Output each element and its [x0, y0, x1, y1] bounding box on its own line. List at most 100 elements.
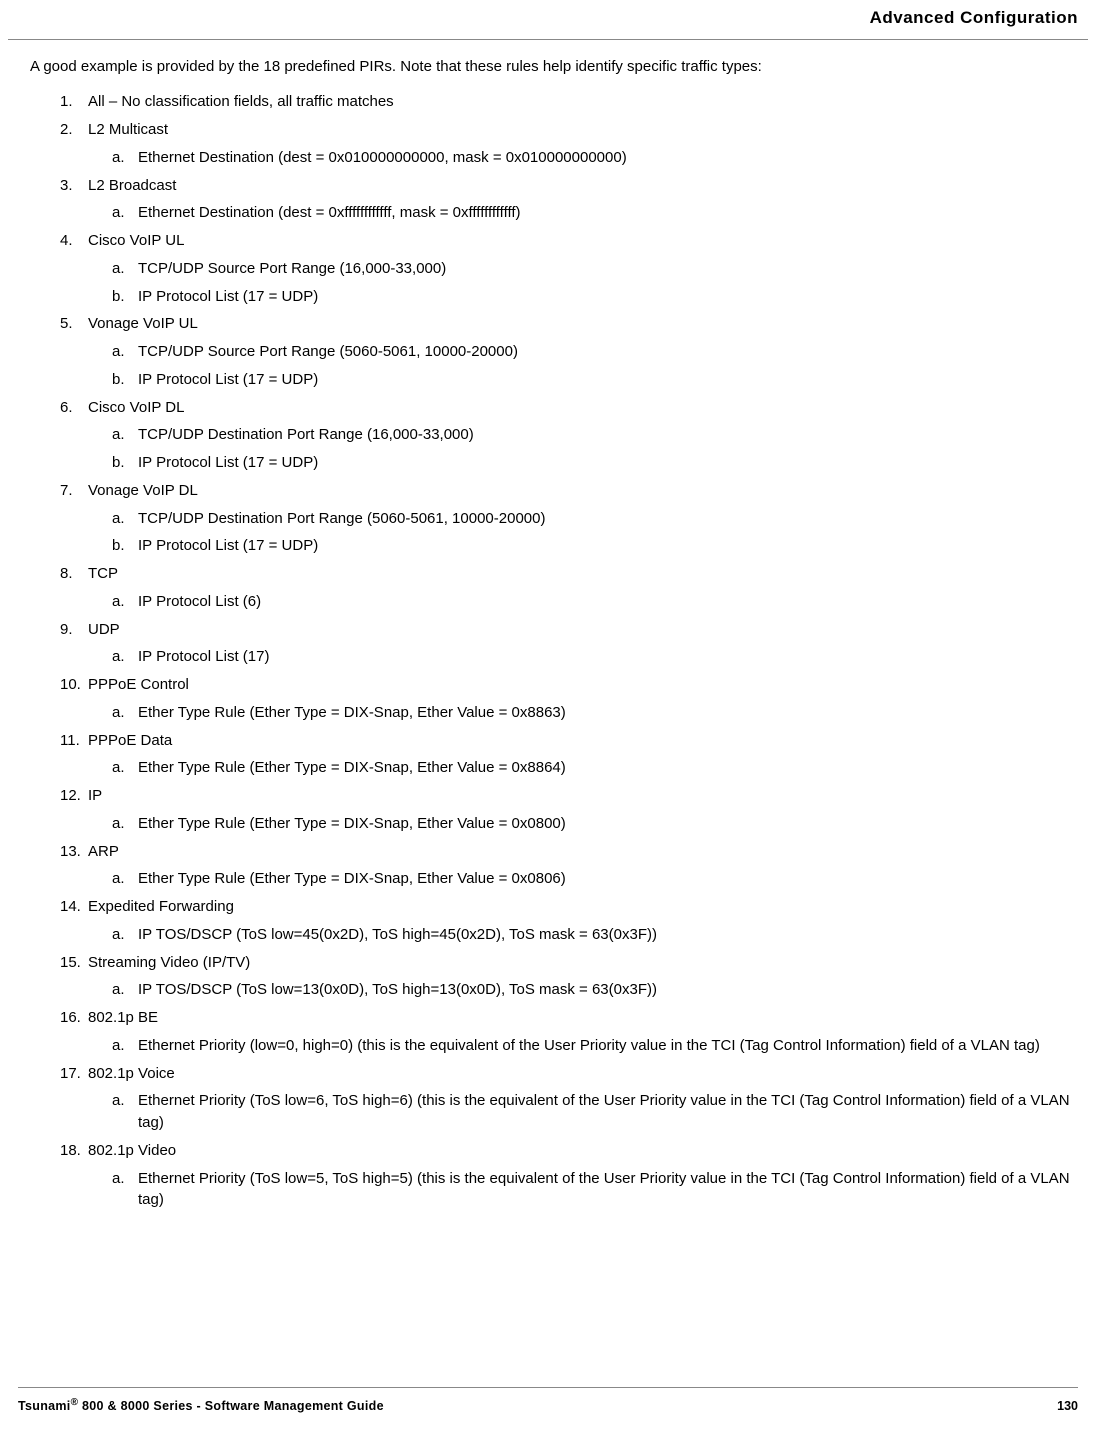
pir-item: 9. UDP a.IP Protocol List (17) [60, 619, 1078, 669]
pir-subitem-text: Ethernet Destination (dest = 0xfffffffff… [138, 204, 521, 221]
pir-subitem-text: Ethernet Priority (low=0, high=0) (this … [138, 1037, 1040, 1054]
pir-sublist: a.Ethernet Priority (ToS low=6, ToS high… [88, 1090, 1078, 1134]
pir-subitem-text: TCP/UDP Source Port Range (5060-5061, 10… [138, 343, 518, 360]
pir-sublist: a.IP Protocol List (6) [88, 591, 1078, 613]
pir-subitem: a.Ethernet Priority (ToS low=6, ToS high… [112, 1090, 1078, 1134]
pir-subitem: a. Ether Type Rule (Ether Type = DIX-Sna… [112, 868, 1078, 890]
pir-sublist: a.Ethernet Priority (low=0, high=0) (thi… [88, 1035, 1078, 1057]
pir-subitem: a. Ether Type Rule (Ether Type = DIX-Snap… [112, 702, 1078, 724]
page-footer: Tsunami® 800 & 8000 Series - Software Ma… [18, 1387, 1078, 1415]
sublist-alpha: a. [112, 924, 125, 946]
pir-item: 15.Streaming Video (IP/TV)a.IP TOS/DSCP … [60, 952, 1078, 1002]
pir-subitem-text: Ether Type Rule (Ether Type = DIX-Snap, … [138, 759, 566, 776]
sublist-alpha: a. [112, 702, 125, 724]
sublist-alpha: a. [112, 341, 125, 363]
footer-product-title: Tsunami® 800 & 8000 Series - Software Ma… [18, 1396, 384, 1415]
sublist-alpha: b. [112, 286, 125, 308]
pir-item-label: Vonage VoIP DL [88, 482, 198, 499]
pir-item: 6. Cisco VoIP DL a. TCP/UDP Destination Por… [60, 397, 1078, 474]
pir-sublist: a. Ethernet Priority (ToS low=5, ToS high… [88, 1168, 1078, 1212]
pir-sublist: a. TCP/UDP Destination Port Range (5060-5… [88, 508, 1078, 558]
pir-sublist: a. Ethernet Destination (dest = 0xfffffff… [88, 202, 1078, 224]
pir-subitem-text: Ether Type Rule (Ether Type = DIX-Snap, … [138, 815, 566, 832]
sublist-alpha: a. [112, 979, 125, 1001]
pir-sublist: a.IP TOS/DSCP (ToS low=13(0x0D), ToS hig… [88, 979, 1078, 1001]
pir-sublist: a. Ether Type Rule (Ether Type = DIX-Snap… [88, 702, 1078, 724]
page-content: A good example is provided by the 18 pre… [0, 40, 1096, 1212]
list-number: 12. [60, 785, 81, 807]
pir-sublist: a.IP Protocol List (17) [88, 646, 1078, 668]
sublist-alpha: a. [112, 147, 125, 169]
pir-item-label: 802.1p BE [88, 1009, 158, 1026]
pir-subitem-text: Ethernet Destination (dest = 0x010000000… [138, 149, 627, 166]
pir-item-label: All – No classification fields, all traf… [88, 93, 394, 110]
list-number: 9. [60, 619, 73, 641]
pir-item-label: L2 Broadcast [88, 177, 176, 194]
pir-subitem: a. IP TOS/DSCP (ToS low=45(0x2D), ToS hig… [112, 924, 1078, 946]
pir-subitem: a. Ethernet Priority (ToS low=5, ToS high… [112, 1168, 1078, 1212]
list-number: 2. [60, 119, 73, 141]
list-number: 13. [60, 841, 81, 863]
sublist-alpha: a. [112, 1090, 125, 1112]
page-header: Advanced Configuration [8, 0, 1088, 40]
pir-sublist: a. Ether Type Rule (Ether Type = DIX-Sna… [88, 868, 1078, 890]
pir-sublist: a. TCP/UDP Source Port Range (16,000-33,0… [88, 258, 1078, 308]
sublist-alpha: b. [112, 369, 125, 391]
pir-subitem: a. TCP/UDP Source Port Range (5060-5061, … [112, 341, 1078, 363]
pir-item: 4.Cisco VoIP ULa.TCP/UDP Source Port Ran… [60, 230, 1078, 307]
sublist-alpha: a. [112, 202, 125, 224]
pir-item: 17. 802.1p Voice a.Ethernet Priority (ToS … [60, 1063, 1078, 1134]
list-number: 18. [60, 1140, 81, 1162]
pir-item-label: PPPoE Control [88, 676, 189, 693]
pir-item-label: L2 Multicast [88, 121, 168, 138]
list-number: 14. [60, 896, 81, 918]
pir-item: 12.IPa.Ether Type Rule (Ether Type = DIX… [60, 785, 1078, 835]
pir-subitem: a. Ether Type Rule (Ether Type = DIX-Snap… [112, 757, 1078, 779]
pir-item-label: TCP [88, 565, 118, 582]
list-number: 17. [60, 1063, 81, 1085]
pir-subitem-text: Ethernet Priority (ToS low=5, ToS high=5… [138, 1170, 1070, 1209]
pir-item-label: PPPoE Data [88, 732, 172, 749]
pir-item: 3. L2 Broadcast a. Ethernet Destination (de… [60, 175, 1078, 225]
list-number: 4. [60, 230, 73, 252]
sublist-alpha: a. [112, 1168, 125, 1190]
footer-product-prefix: Tsunami [18, 1399, 71, 1413]
sublist-alpha: a. [112, 757, 125, 779]
pir-item: 14.Expedited Forwardinga.IP TOS/DSCP (To… [60, 896, 1078, 946]
pir-item-label: Vonage VoIP UL [88, 315, 198, 332]
pir-subitem: b.IP Protocol List (17 = UDP) [112, 286, 1078, 308]
pir-subitem: b. IP Protocol List (17 = UDP) [112, 369, 1078, 391]
pir-subitem-text: Ether Type Rule (Ether Type = DIX-Snap, … [138, 704, 566, 721]
pir-list: 1.All – No classification fields, all tr… [30, 91, 1078, 1211]
pir-subitem-text: Ether Type Rule (Ether Type = DIX-Snap, … [138, 870, 566, 887]
pir-subitem-text: IP Protocol List (17 = UDP) [138, 371, 318, 388]
pir-subitem: a. TCP/UDP Destination Port Range (5060-5… [112, 508, 1078, 530]
pir-sublist: a. Ethernet Destination (dest = 0x0100000… [88, 147, 1078, 169]
pir-item: 8. TCP a.IP Protocol List (6) [60, 563, 1078, 613]
pir-subitem-text: TCP/UDP Source Port Range (16,000-33,000… [138, 260, 446, 277]
pir-subitem: a.Ethernet Priority (low=0, high=0) (thi… [112, 1035, 1078, 1057]
list-number: 6. [60, 397, 73, 419]
pir-sublist: a. Ether Type Rule (Ether Type = DIX-Snap… [88, 757, 1078, 779]
sublist-alpha: a. [112, 424, 125, 446]
pir-item-label: UDP [88, 621, 120, 638]
list-number: 3. [60, 175, 73, 197]
pir-item-label: 802.1p Voice [88, 1065, 175, 1082]
pir-subitem: b.IP Protocol List (17 = UDP) [112, 452, 1078, 474]
pir-subitem-text: TCP/UDP Destination Port Range (16,000-3… [138, 426, 474, 443]
pir-subitem: a.Ether Type Rule (Ether Type = DIX-Snap… [112, 813, 1078, 835]
pir-subitem-text: IP TOS/DSCP (ToS low=45(0x2D), ToS high=… [138, 926, 657, 943]
pir-subitem-text: TCP/UDP Destination Port Range (5060-506… [138, 510, 545, 527]
pir-subitem-text: IP Protocol List (17 = UDP) [138, 537, 318, 554]
sublist-alpha: a. [112, 258, 125, 280]
list-number: 7. [60, 480, 73, 502]
list-number: 8. [60, 563, 73, 585]
pir-item: 5.Vonage VoIP ULa.TCP/UDP Source Port Ra… [60, 313, 1078, 390]
list-number: 15. [60, 952, 81, 974]
intro-paragraph: A good example is provided by the 18 pre… [30, 56, 1078, 78]
pir-item-label: Cisco VoIP DL [88, 399, 184, 416]
pir-subitem: a. Ethernet Destination (dest = 0xfffffff… [112, 202, 1078, 224]
pir-subitem: a.IP Protocol List (17) [112, 646, 1078, 668]
sublist-alpha: b. [112, 452, 125, 474]
sublist-alpha: a. [112, 508, 125, 530]
